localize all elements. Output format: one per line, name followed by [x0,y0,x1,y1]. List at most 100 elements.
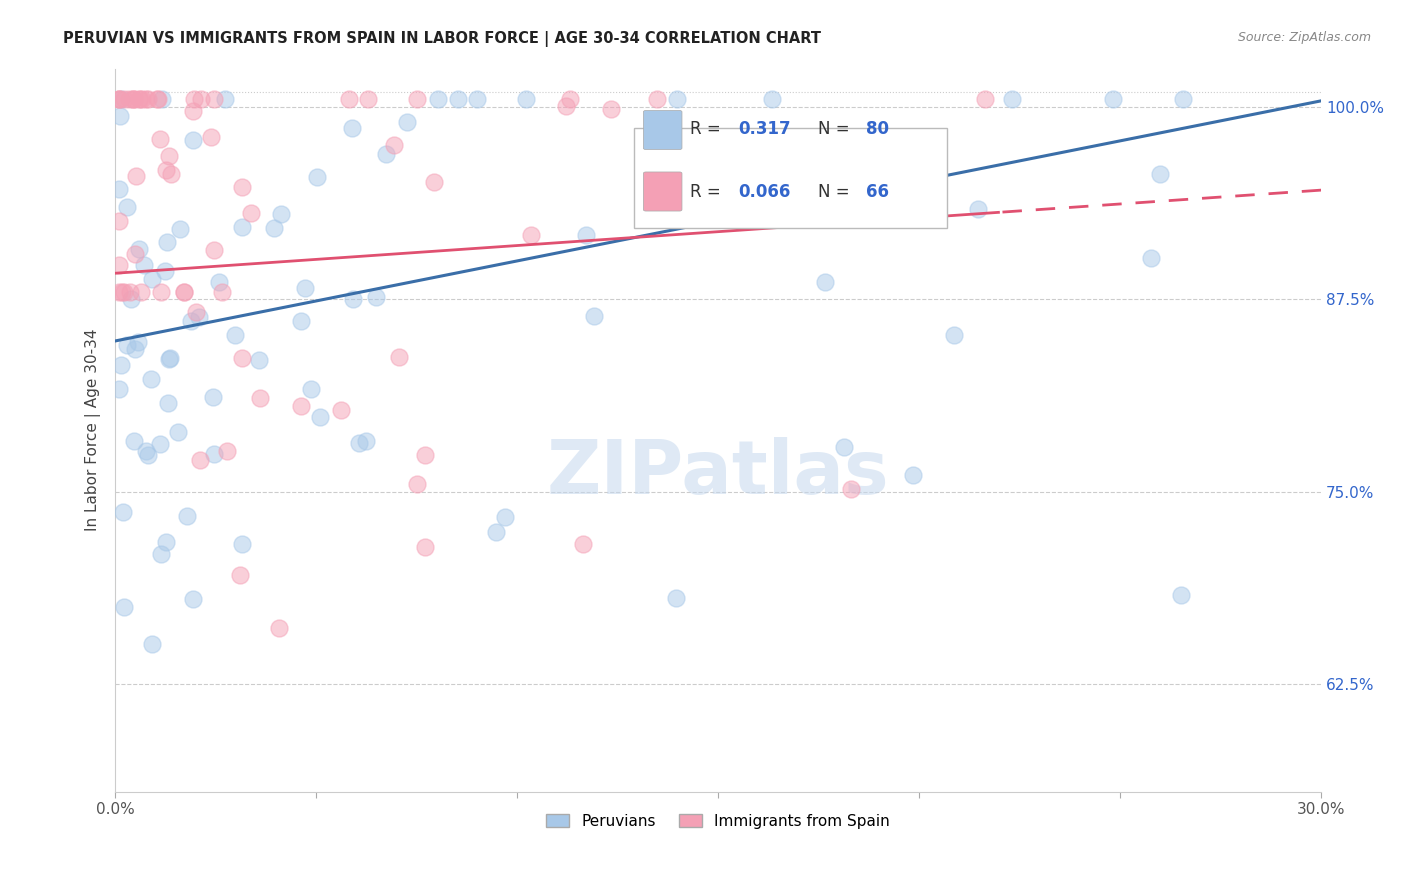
Point [156,396,179,410]
Point [122,92,145,106]
Point [167,425,190,440]
Point [181,133,204,147]
Point [169,221,191,235]
Point [231,351,253,366]
Point [290,313,312,327]
Point [839,482,862,496]
Point [299,382,322,396]
Point [131,285,153,299]
Y-axis label: In Labor Force | Age 30-34: In Labor Force | Age 30-34 [86,329,101,532]
Point [305,170,328,185]
Point [132,258,155,272]
Text: Source: ZipAtlas.com: Source: ZipAtlas.com [1237,31,1371,45]
Text: ZIPatlas: ZIPatlas [547,437,890,510]
Point [108,258,131,272]
Point [120,292,142,306]
Point [405,92,427,106]
Point [413,448,436,462]
Point [128,92,150,106]
Point [155,535,177,549]
Point [124,247,146,261]
Text: 66: 66 [866,183,890,201]
Point [575,227,598,242]
FancyBboxPatch shape [644,111,682,150]
Point [202,243,225,257]
Point [157,351,180,366]
Text: 0.317: 0.317 [738,120,792,137]
Point [176,509,198,524]
Point [149,548,172,562]
Point [1149,167,1171,181]
Point [388,350,411,364]
Point [150,285,173,299]
Legend: Peruvians, Immigrants from Spain: Peruvians, Immigrants from Spain [540,807,896,835]
Point [187,310,209,325]
Point [149,132,172,146]
Point [427,92,450,106]
Point [112,600,135,615]
Point [127,334,149,349]
Point [247,352,270,367]
Point [111,285,134,299]
Point [974,92,997,106]
Point [159,351,181,365]
Point [495,510,517,524]
Point [214,92,236,106]
Point [183,92,205,106]
Point [645,92,668,106]
Point [188,452,211,467]
Point [249,391,271,405]
Point [340,121,363,136]
Point [560,92,582,106]
Point [135,92,157,106]
Point [207,275,229,289]
Point [156,235,179,250]
Text: R =: R = [690,183,727,201]
Point [270,207,292,221]
Point [204,92,226,106]
Point [224,327,246,342]
Point [122,92,145,106]
Point [447,92,470,106]
Point [131,92,153,106]
Point [395,115,418,129]
Point [141,637,163,651]
Point [153,264,176,278]
Point [761,92,783,106]
Point [354,434,377,449]
Point [465,92,488,106]
Point [384,138,406,153]
Point [136,92,159,106]
Point [294,281,316,295]
Point [337,92,360,106]
Point [128,242,150,256]
Point [202,447,225,461]
Point [229,568,252,582]
Point [231,219,253,234]
Point [231,537,253,551]
Point [108,214,131,228]
Point [231,180,253,194]
Point [267,621,290,635]
Point [942,328,965,343]
Point [347,436,370,450]
FancyBboxPatch shape [644,172,682,211]
Point [124,343,146,357]
Point [141,272,163,286]
Point [110,92,132,106]
Text: N =: N = [818,120,855,137]
Point [186,305,208,319]
Point [665,92,688,106]
Point [125,169,148,184]
Point [110,358,132,372]
Point [1001,92,1024,106]
Point [155,163,177,178]
Point [423,175,446,189]
Point [173,285,195,299]
Point [181,591,204,606]
Point [148,92,170,106]
Point [485,525,508,540]
Point [215,443,238,458]
Point [115,200,138,214]
Point [290,399,312,413]
